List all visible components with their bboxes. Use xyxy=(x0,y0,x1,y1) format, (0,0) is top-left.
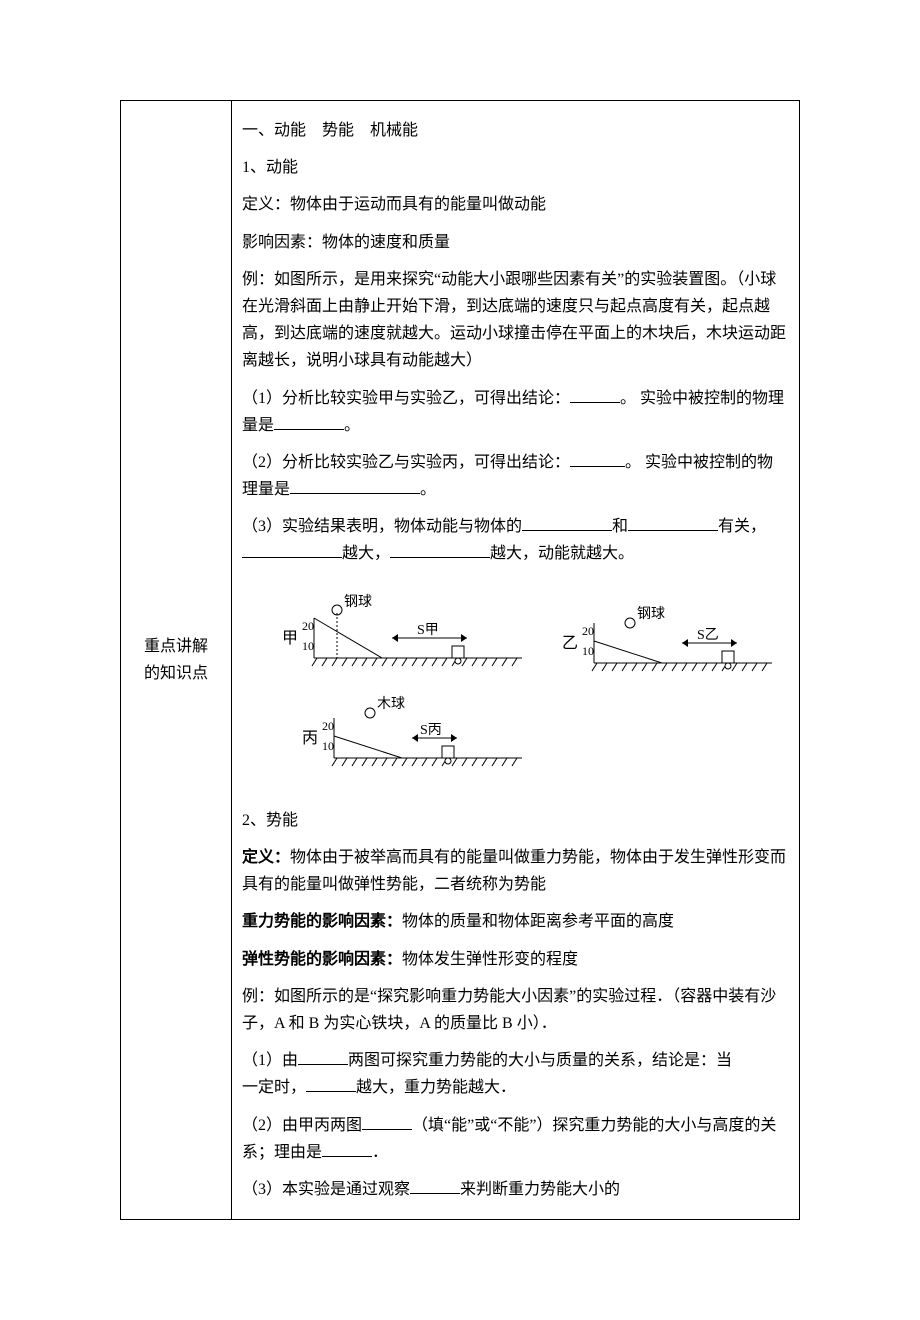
blank xyxy=(410,1177,460,1194)
ex2-q3-b: 来判断重力势能大小的 xyxy=(460,1181,620,1198)
ex1-q2-c: 。 xyxy=(420,481,436,498)
example1-q3: （3）实验结果表明，物体动能与物体的 和 有关， 越大， 越大，动能就越大。 xyxy=(242,513,789,567)
topic2-definition: 定义：物体由于被举高而具有的能量叫做重力势能，物体由于发生弹性形变而具有的能量叫… xyxy=(242,844,789,898)
blank xyxy=(290,477,420,494)
g-text: 物体的质量和物体距离参考平面的高度 xyxy=(402,913,674,930)
fig-label-bing: 丙 xyxy=(302,730,318,747)
blank xyxy=(298,1048,348,1065)
content-cell: 一、动能 势能 机械能 1、动能 定义：物体由于运动而具有的能量叫做动能 影响因… xyxy=(232,101,800,1220)
blank xyxy=(306,1075,356,1092)
section-heading: 一、动能 势能 机械能 xyxy=(242,117,789,144)
example2-q1: （1）由 两图可探究重力势能的大小与质量的关系，结论是：当一定时， 越大，重力势能越… xyxy=(242,1047,789,1101)
fig-label-s-bing: S丙 xyxy=(420,723,442,738)
ex1-q1-c: 。 xyxy=(344,417,360,434)
ex1-q1-a: （1）分析比较实验甲与实验乙，可得出结论： xyxy=(242,390,570,407)
blank xyxy=(274,413,344,430)
fig-label-s-yi: S乙 xyxy=(697,627,719,643)
ex2-q1-c: 一定时， xyxy=(242,1079,306,1096)
blank xyxy=(570,386,620,403)
def-text: 物体由于被举高而具有的能量叫做重力势能，物体由于发生弹性形变而具有的能量叫做弹性… xyxy=(242,849,786,893)
ex2-q2-c: ． xyxy=(372,1144,388,1161)
svg-text:20: 20 xyxy=(582,624,594,638)
fig-label-steel2: 钢球 xyxy=(637,606,665,622)
ex1-q3-b: 和 xyxy=(612,518,628,535)
fig-label-steel: 钢球 xyxy=(344,594,372,610)
blank xyxy=(628,514,718,531)
experiment-diagram: 钢球 甲 20 10 xyxy=(262,588,782,788)
topic1-title: 1、动能 xyxy=(242,154,789,181)
example1-q2: （2）分析比较实验乙与实验丙，可得出结论：。 实验中被控制的物理量是。 xyxy=(242,449,789,503)
ex2-q1-b: 两图可探究重力势能的大小与质量的关系，结论是：当 xyxy=(348,1052,732,1069)
ex2-q1-a: （1）由 xyxy=(242,1052,298,1069)
ex1-q3-a: （3）实验结果表明，物体动能与物体的 xyxy=(242,518,522,535)
fig-label-wood: 木球 xyxy=(377,696,405,712)
g-label: 重力势能的影响因素： xyxy=(242,913,402,930)
ex1-q2-a: （2）分析比较实验乙与实验丙，可得出结论： xyxy=(242,454,570,471)
fig-label-s-jia: S甲 xyxy=(417,623,439,638)
e-label: 弹性势能的影响因素： xyxy=(242,951,402,968)
topic1-factors: 影响因素：物体的速度和质量 xyxy=(242,229,789,256)
main-table: 重点讲解 的知识点 一、动能 势能 机械能 1、动能 定义：物体由于运动而具有的… xyxy=(120,100,800,1220)
row-header-line2: 的知识点 xyxy=(131,660,221,687)
blank xyxy=(570,450,625,467)
def-label: 定义： xyxy=(242,849,290,866)
blank xyxy=(322,1140,372,1157)
svg-text:10: 10 xyxy=(322,739,334,753)
topic2-title: 2、势能 xyxy=(242,807,789,834)
svg-text:20: 20 xyxy=(302,619,314,633)
ex2-q1-d: 越大，重力势能越大． xyxy=(356,1079,516,1096)
fig-label-yi: 乙 xyxy=(562,635,578,652)
e-text: 物体发生弹性形变的程度 xyxy=(402,951,578,968)
gravity-pe-factors: 重力势能的影响因素：物体的质量和物体距离参考平面的高度 xyxy=(242,908,789,935)
figure-area: 钢球 甲 20 10 xyxy=(262,588,789,797)
blank xyxy=(242,541,342,558)
ex1-q3-e: 越大，动能就越大。 xyxy=(490,545,634,562)
example1-q1: （1）分析比较实验甲与实验乙，可得出结论：。 实验中被控制的物理量是。 xyxy=(242,385,789,439)
ex2-q2-a: （2）由甲丙两图 xyxy=(242,1117,362,1134)
blank xyxy=(522,514,612,531)
topic1-definition: 定义：物体由于运动而具有的能量叫做动能 xyxy=(242,191,789,218)
svg-text:10: 10 xyxy=(302,639,314,653)
svg-text:20: 20 xyxy=(322,719,334,733)
elastic-pe-factors: 弹性势能的影响因素：物体发生弹性形变的程度 xyxy=(242,946,789,973)
ex1-q3-d: 越大， xyxy=(342,545,390,562)
example2-q2: （2）由甲丙两图（填“能”或“不能”）探究重力势能的大小与高度的关系；理由是． xyxy=(242,1112,789,1166)
fig-label-jia: 甲 xyxy=(282,630,298,647)
row-header-cell: 重点讲解 的知识点 xyxy=(121,101,232,1220)
example1-intro: 例：如图所示，是用来探究“动能大小跟哪些因素有关”的实验装置图。（小球在光滑斜面… xyxy=(242,266,789,375)
blank xyxy=(362,1113,412,1130)
ex2-q3-a: （3）本实验是通过观察 xyxy=(242,1181,410,1198)
example2-intro: 例：如图所示的是“探究影响重力势能大小因素”的实验过程．（容器中装有沙子，A 和… xyxy=(242,983,789,1037)
ex1-q3-c: 有关， xyxy=(718,518,766,535)
blank xyxy=(390,541,490,558)
row-header-line1: 重点讲解 xyxy=(131,633,221,660)
svg-text:10: 10 xyxy=(582,644,594,658)
example2-q3: （3）本实验是通过观察 来判断重力势能大小的 xyxy=(242,1176,789,1203)
